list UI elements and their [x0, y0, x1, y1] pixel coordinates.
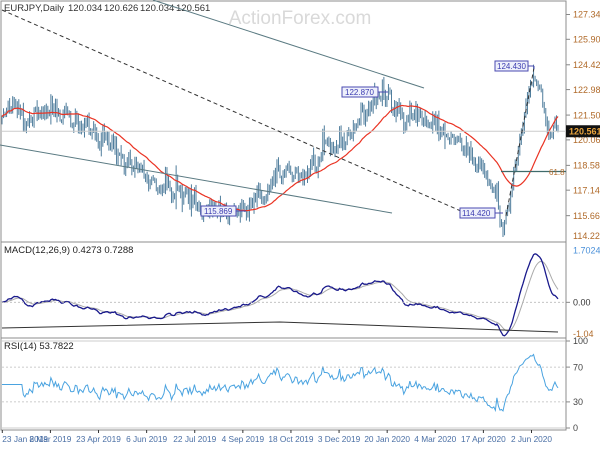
svg-text:8 Mar 2019: 8 Mar 2019	[29, 434, 71, 444]
svg-text:RSI(14) 53.7822: RSI(14) 53.7822	[4, 341, 74, 352]
svg-text:0.00: 0.00	[573, 298, 591, 308]
svg-text:2 Jun 2020: 2 Jun 2020	[511, 434, 552, 444]
svg-text:100: 100	[573, 336, 588, 346]
svg-text:118.580: 118.580	[573, 161, 600, 171]
svg-text:115.660: 115.660	[573, 211, 600, 221]
svg-text:120.561: 120.561	[569, 126, 600, 136]
svg-text:70: 70	[573, 362, 583, 372]
svg-text:115.869: 115.869	[204, 207, 233, 216]
svg-text:18 Oct 2019: 18 Oct 2019	[268, 434, 314, 444]
svg-text:124.420: 124.420	[573, 60, 600, 70]
svg-text:117.140: 117.140	[573, 185, 600, 195]
svg-text:120.034: 120.034	[68, 3, 102, 14]
svg-text:120.561: 120.561	[176, 3, 210, 14]
svg-text:122.980: 122.980	[573, 85, 600, 95]
svg-text:125.900: 125.900	[573, 35, 600, 45]
svg-text:114.420: 114.420	[462, 209, 491, 218]
svg-text:61.8: 61.8	[549, 168, 565, 177]
svg-text:114.220: 114.220	[573, 231, 600, 241]
svg-text:0: 0	[573, 423, 578, 433]
svg-text:6 Jun 2019: 6 Jun 2019	[126, 434, 167, 444]
svg-text:23 Apr 2019: 23 Apr 2019	[76, 434, 121, 444]
svg-text:30: 30	[573, 397, 583, 407]
svg-text:1.7024: 1.7024	[573, 246, 600, 256]
svg-text:3 Dec 2019: 3 Dec 2019	[318, 434, 361, 444]
svg-text:EURJPY,Daily: EURJPY,Daily	[4, 3, 64, 14]
svg-text:17 Apr 2020: 17 Apr 2020	[461, 434, 506, 444]
svg-text:124.430: 124.430	[497, 62, 526, 71]
svg-text:127.340: 127.340	[573, 10, 600, 20]
svg-text:120.034: 120.034	[140, 3, 174, 14]
svg-text:122.870: 122.870	[345, 88, 374, 97]
svg-text:4 Sep 2019: 4 Sep 2019	[222, 434, 265, 444]
svg-text:120.626: 120.626	[104, 3, 138, 14]
svg-text:20 Jan 2020: 20 Jan 2020	[364, 434, 410, 444]
svg-text:22 Jul 2019: 22 Jul 2019	[173, 434, 216, 444]
svg-text:MACD(12,26,9) 0.4273 0.7288: MACD(12,26,9) 0.4273 0.7288	[4, 245, 133, 256]
svg-text:4 Mar 2020: 4 Mar 2020	[414, 434, 456, 444]
svg-text:ActionForex.com: ActionForex.com	[229, 8, 372, 29]
svg-text:121.500: 121.500	[573, 110, 600, 120]
